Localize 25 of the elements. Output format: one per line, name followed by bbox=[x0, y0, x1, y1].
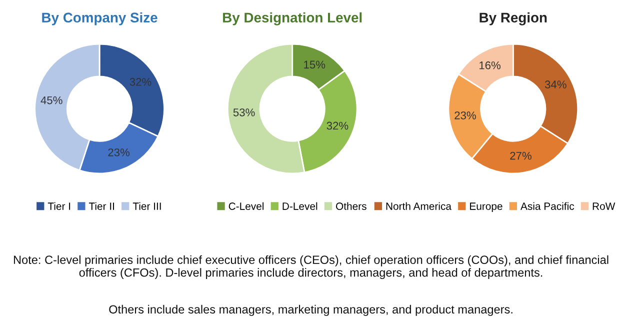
data-label: 34% bbox=[544, 80, 566, 88]
data-label: 15% bbox=[304, 60, 326, 69]
legend-label: Europe bbox=[470, 202, 502, 212]
legend-label: Tier II bbox=[88, 202, 114, 210]
chart-title: By Region bbox=[480, 12, 547, 26]
legend-label: Others bbox=[336, 202, 366, 210]
chart-title: By Company Size bbox=[42, 12, 158, 26]
legend-label: D-Level bbox=[282, 202, 318, 210]
legend-label: Tier III bbox=[132, 202, 161, 210]
data-label: 32% bbox=[326, 122, 348, 130]
legend-label: Asia Pacific bbox=[520, 202, 574, 210]
chart-title: By Designation Level bbox=[223, 12, 362, 26]
data-label: 23% bbox=[108, 148, 130, 156]
data-label: 53% bbox=[233, 108, 255, 116]
legend-label: Tier I bbox=[48, 202, 70, 210]
legend-label: C-Level bbox=[228, 202, 264, 210]
text: Others include sales managers, marketing managers, and product managers. bbox=[109, 304, 512, 316]
data-label: 45% bbox=[40, 96, 62, 104]
text: Note: C-level primaries include chief executive officers (CEOs), chief operation officers (COOs), and chief financial officers (CFOs). D-level primaries include directors, managers, and head of departments. bbox=[14, 255, 608, 280]
data-label: 16% bbox=[480, 61, 500, 70]
data-label: 27% bbox=[510, 152, 532, 160]
data-label: 32% bbox=[130, 78, 152, 86]
legend-label: RoW bbox=[592, 202, 616, 210]
legend-label: North America bbox=[386, 202, 452, 210]
data-label: 23% bbox=[454, 112, 476, 120]
